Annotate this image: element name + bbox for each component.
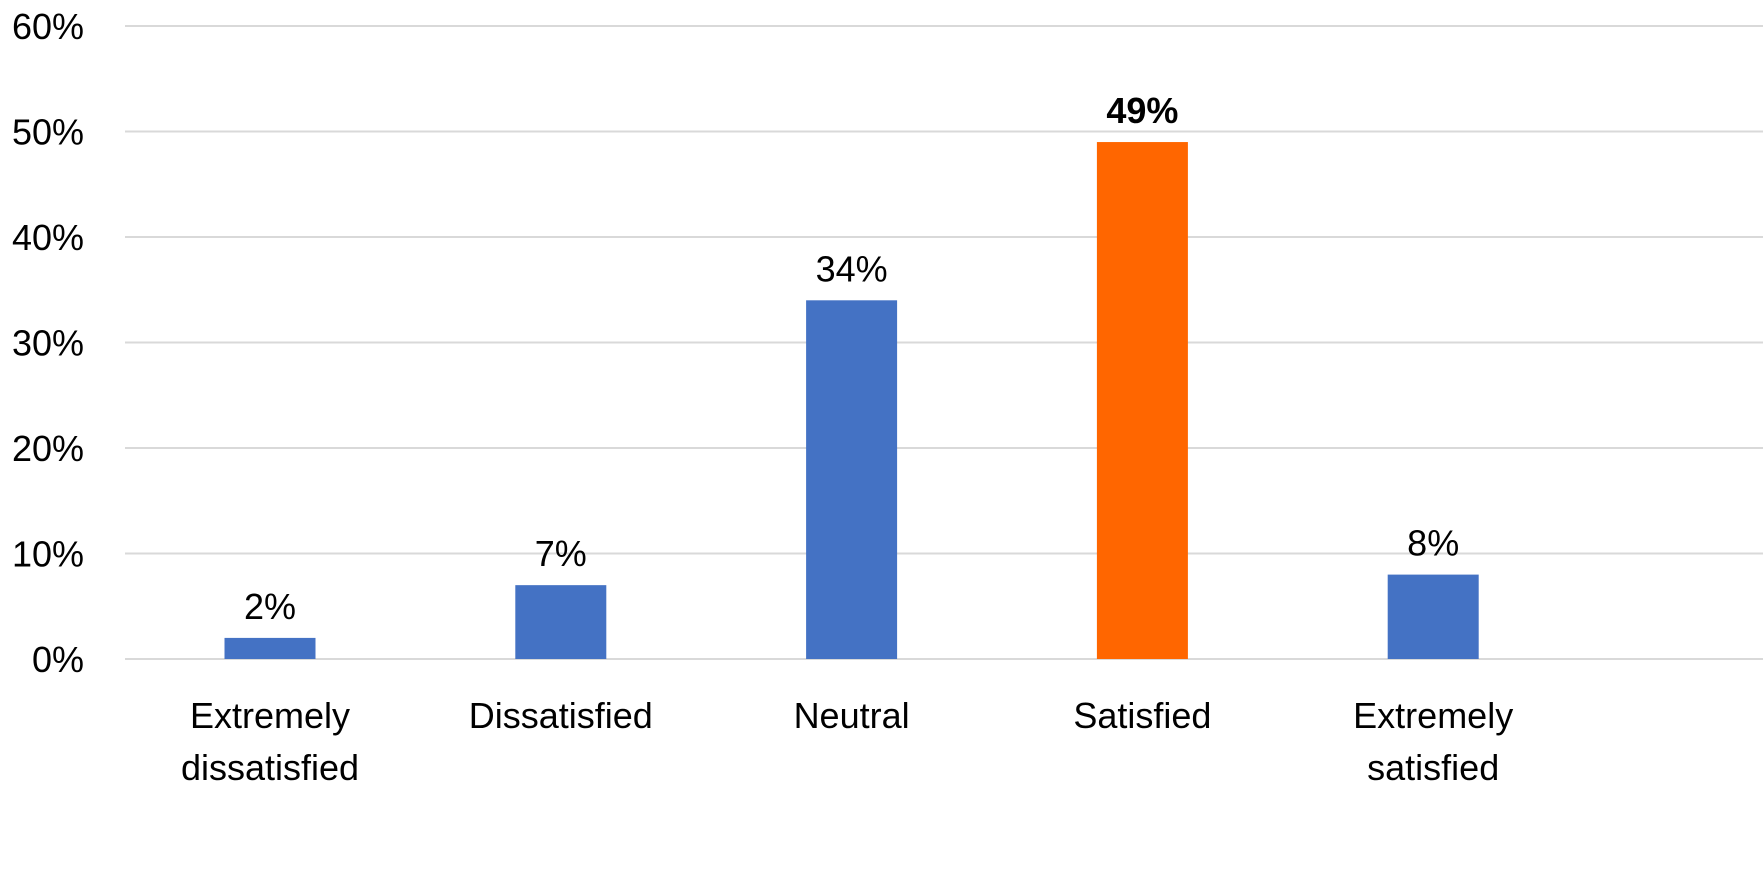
y-tick-label: 60% [12,6,84,47]
category-label: Dissatisfied [469,695,653,736]
bar [1096,142,1188,660]
category-label: Neutral [794,695,910,736]
y-tick-label: 20% [12,428,84,469]
y-tick-label: 50% [12,112,84,153]
bar [515,585,607,659]
y-tick-label: 10% [12,534,84,575]
category-label: Satisfied [1073,695,1211,736]
x-axis-categories: Extremely dissatisfied Dissatisfied Neutral… [181,695,1513,788]
bars [224,142,1479,660]
category-label: Extremely [190,695,350,736]
y-tick-label: 0% [32,639,84,680]
bar [1387,574,1479,659]
data-label: 2% [244,586,296,627]
category-label: Extremely [1353,695,1513,736]
data-labels: 2% 7% 34% 49% 8% [244,90,1459,627]
y-axis-ticks: 0% 10% 20% 30% 40% 50% 60% [12,6,84,680]
data-label: 49% [1106,90,1178,131]
data-label: 34% [816,248,888,289]
category-label: dissatisfied [181,747,359,788]
data-label: 8% [1407,523,1459,564]
bar [224,637,316,659]
data-label: 7% [535,533,587,574]
bar [806,300,898,659]
y-tick-label: 40% [12,217,84,258]
category-label: satisfied [1367,747,1499,788]
y-tick-label: 30% [12,323,84,364]
gridlines [125,25,1763,660]
